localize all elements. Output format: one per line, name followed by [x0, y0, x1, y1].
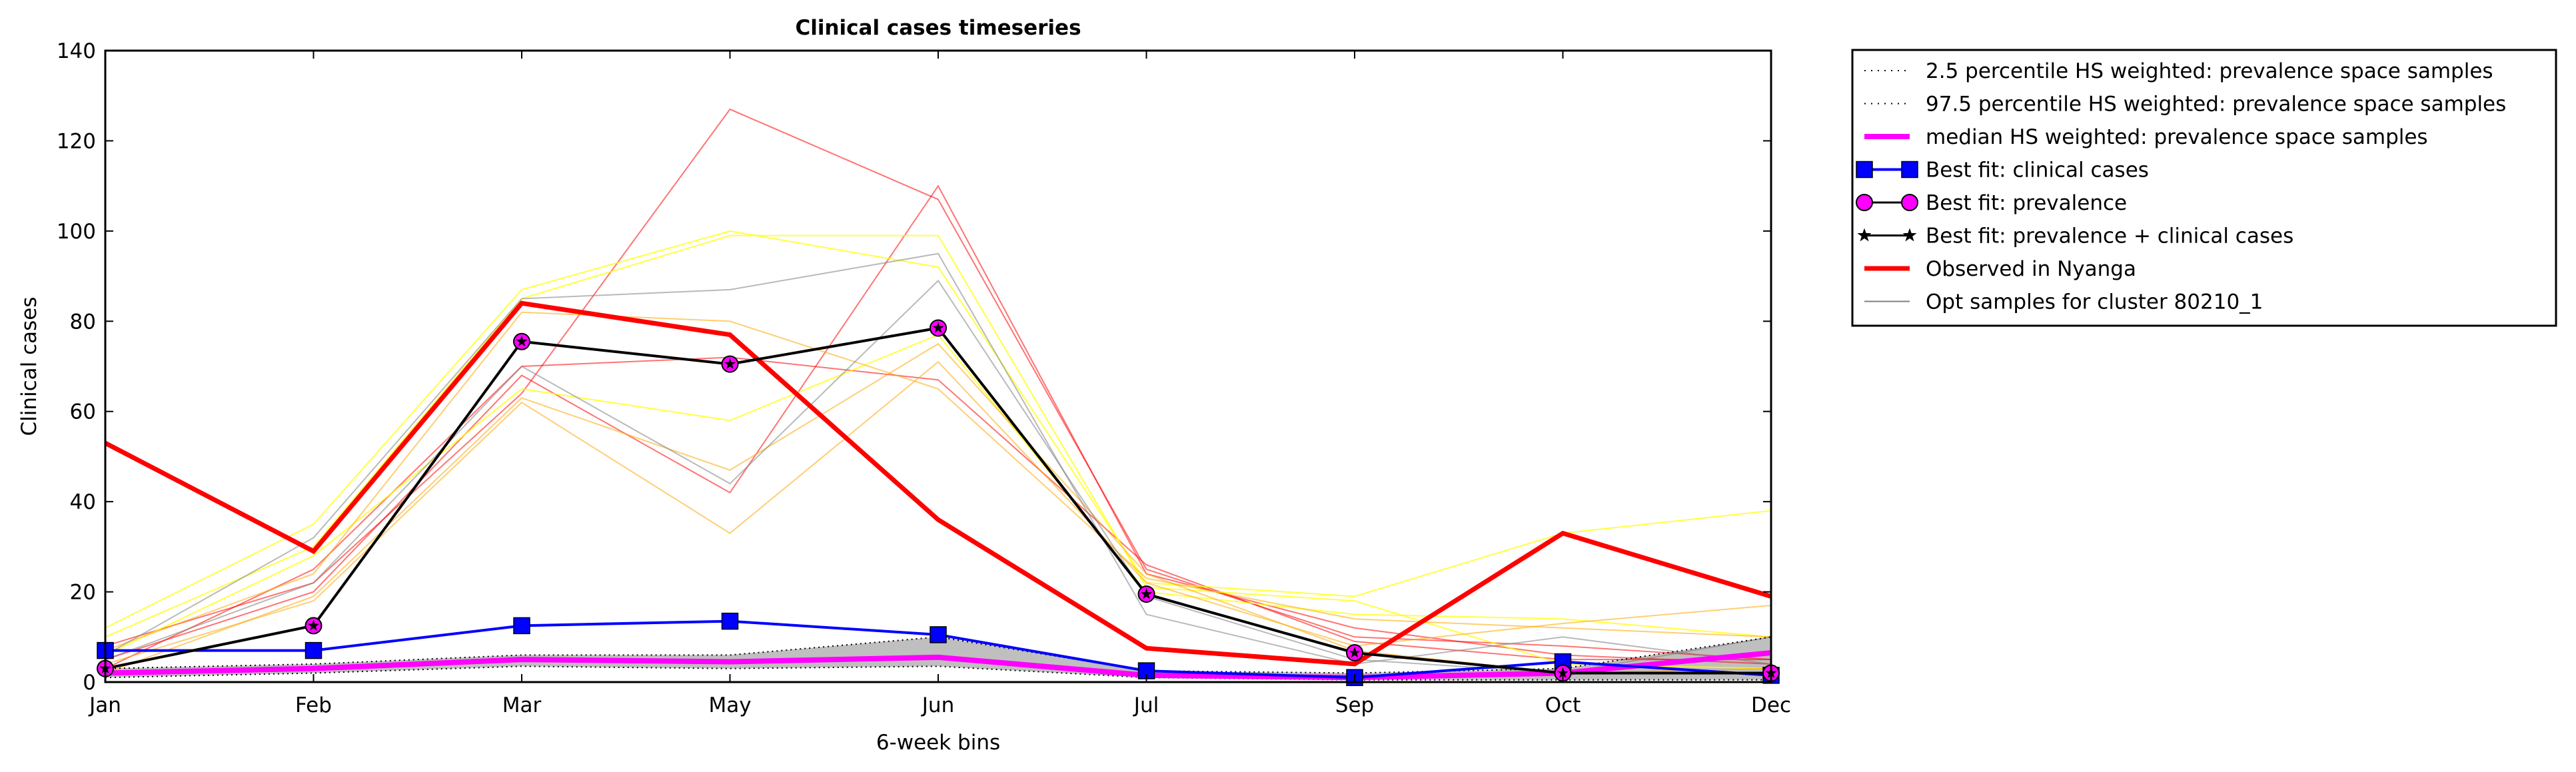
best-fit-combined-point — [1557, 667, 1569, 678]
legend-item: 97.5 percentile HS weighted: prevalence … — [1864, 93, 2506, 117]
legend-item: Best fit: prevalence + clinical cases — [1857, 224, 2293, 248]
x-axis: Jan Feb Mar May Jun Jul Sep Oct Dec — [88, 51, 1791, 717]
x-tick-label: Sep — [1335, 693, 1374, 717]
legend-item: Best fit: prevalence — [1856, 191, 2127, 215]
legend-label: Best fit: prevalence + clinical cases — [1926, 224, 2293, 248]
legend-item: Opt samples for cluster 80210_1 — [1864, 290, 2263, 314]
legend-swatch-star — [1857, 228, 1872, 242]
x-tick-label: May — [708, 693, 751, 717]
y-tick-label: 100 — [57, 220, 96, 244]
best-fit-clinical-point — [930, 626, 947, 643]
sample-line-4 — [105, 230, 1772, 629]
legend-label: median HS weighted: prevalence space sam… — [1926, 125, 2428, 149]
legend-item: Best fit: clinical cases — [1856, 159, 2149, 183]
sample-line-10 — [105, 252, 1772, 665]
best-fit-clinical-point — [305, 641, 322, 659]
x-tick-label: Oct — [1545, 693, 1581, 717]
sample-line-8 — [105, 311, 1772, 651]
legend-label: Opt samples for cluster 80210_1 — [1926, 290, 2263, 314]
observed-line — [104, 300, 1772, 667]
x-axis-label: 6-week bins — [876, 731, 1000, 755]
y-tick-label: 120 — [57, 129, 96, 153]
x-tick-label: Mar — [502, 693, 542, 717]
sample-line-2 — [105, 185, 1772, 665]
y-tick-label: 60 — [70, 400, 96, 424]
sample-line-1 — [105, 108, 1772, 661]
legend-swatch-star — [1902, 228, 1917, 242]
best-fit-combined-point — [1349, 647, 1361, 658]
y-tick-label: 80 — [70, 310, 96, 334]
best-fit-clinical-point — [513, 617, 530, 635]
legend-item: median HS weighted: prevalence space sam… — [1864, 125, 2428, 149]
legend-label: Best fit: prevalence — [1926, 191, 2127, 215]
legend-label: Best fit: clinical cases — [1926, 159, 2149, 183]
best-fit-combined-point — [516, 335, 528, 346]
best-fit-combined-point — [932, 322, 944, 333]
legend-swatch-square — [1901, 161, 1918, 179]
x-tick-label: Feb — [295, 693, 332, 717]
best-fit-combined-point — [307, 619, 320, 631]
legend-swatch-circle — [1901, 194, 1918, 211]
legend-box — [1851, 49, 2557, 327]
legend: 2.5 percentile HS weighted: prevalence s… — [1851, 49, 2557, 327]
x-tick-label: Jun — [921, 693, 954, 717]
legend-swatch-square — [1856, 161, 1873, 179]
y-tick-label: 140 — [57, 39, 96, 63]
sample-line-3 — [105, 356, 1771, 669]
legend-label: 97.5 percentile HS weighted: prevalence … — [1926, 93, 2506, 117]
y-axis: 0 20 40 60 80 100 120 140 — [57, 39, 1771, 695]
median-line — [105, 650, 1772, 681]
sample-line-9 — [105, 342, 1772, 674]
y-tick-label: 0 — [83, 671, 96, 695]
y-axis-label: Clinical cases — [17, 296, 41, 436]
plot-area — [97, 108, 1780, 686]
best-fit-clinical-point — [721, 612, 739, 630]
sample-line-6 — [105, 334, 1772, 656]
y-tick-label: 20 — [70, 581, 96, 605]
x-tick-label: Jan — [88, 693, 121, 717]
best-fit-combined-point — [724, 358, 736, 369]
legend-item: 2.5 percentile HS weighted: prevalence s… — [1864, 59, 2493, 83]
plot-frame — [104, 49, 1772, 683]
legend-swatch-circle — [1856, 194, 1873, 211]
x-tick-label: Jul — [1133, 693, 1159, 717]
sample-line-5 — [105, 234, 1772, 669]
sample-line-7 — [105, 360, 1772, 665]
legend-label: Observed in Nyanga — [1926, 257, 2136, 281]
y-tick-label: 40 — [70, 490, 96, 514]
legend-item: Observed in Nyanga — [1864, 257, 2136, 281]
best-fit-combined-point — [1140, 588, 1153, 599]
x-tick-label: Dec — [1751, 693, 1791, 717]
legend-label: 2.5 percentile HS weighted: prevalence s… — [1926, 59, 2493, 83]
chart-title: Clinical cases timeseries — [795, 16, 1081, 40]
sample-line-11 — [105, 279, 1772, 674]
